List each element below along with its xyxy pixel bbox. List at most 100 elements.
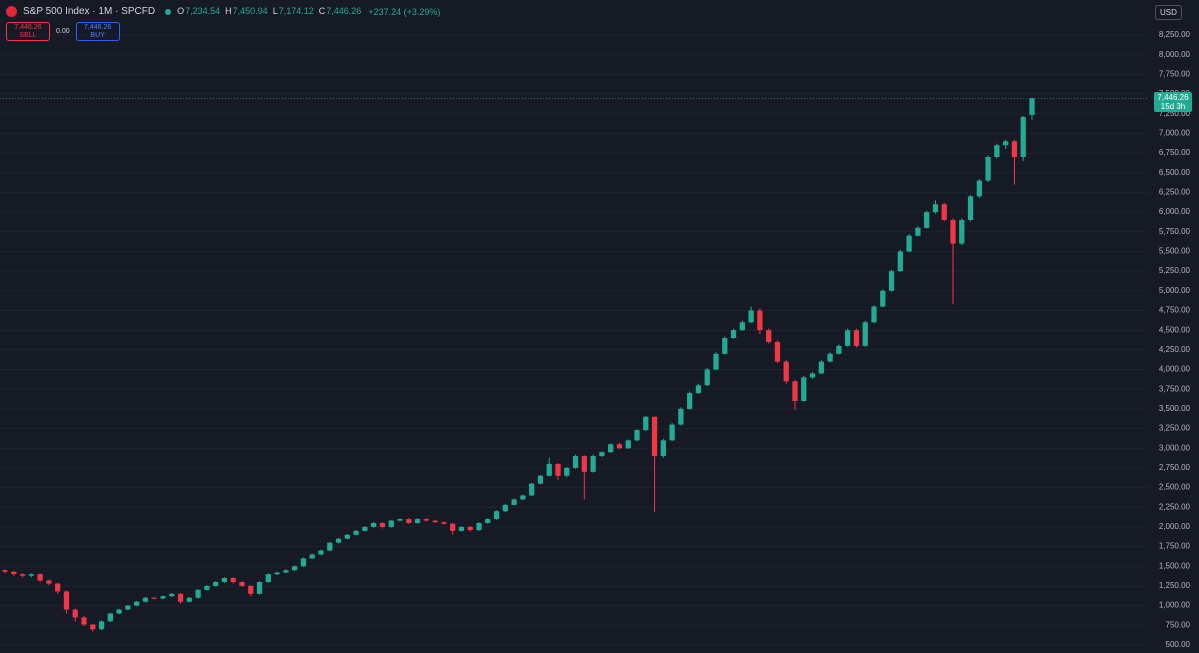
candle-body [397,519,403,521]
change: +237.24 (+3.29%) [368,6,441,17]
candle-body [520,495,526,500]
candle-body [292,566,298,571]
candle-body [801,377,807,401]
y-tick-label: 750.00 [1166,620,1191,629]
candle-body [186,597,192,602]
candle-body [862,322,868,346]
candle-body [608,444,614,453]
currency-select[interactable]: USD [1155,5,1182,20]
candle-body [643,416,649,431]
price-tag-countdown: 15d 3h [1160,102,1186,112]
candle-body [344,534,350,539]
candle-body [11,571,17,575]
candle-body [511,499,517,505]
candle-body [300,558,307,567]
y-tick-label: 2,500.00 [1159,483,1191,492]
candle-body [485,519,491,523]
candle-body [853,330,860,346]
candle-body [362,526,368,531]
candle-body [55,583,61,592]
candle-body [441,522,447,524]
sell-price: 7,446.26 [14,24,42,31]
candle-body [669,424,675,441]
candle-body [458,526,465,531]
candle-body [283,570,289,573]
candle-body [660,440,666,457]
candle-body [959,219,965,244]
ohlc-key: O [177,6,185,16]
candle-body [371,522,377,527]
price-tag-price: 7,446.26 [1157,93,1189,103]
candle-body [774,341,781,362]
y-tick-label: 3,250.00 [1159,424,1191,433]
candle-body [467,526,473,531]
candle-body [555,463,561,476]
candle-body [151,597,157,599]
buy-button[interactable]: 7,446.26 BUY [75,22,120,41]
candle-body [476,522,482,531]
ohlc-value: 7,446.26 [326,6,362,16]
y-tick-label: 2,250.00 [1159,502,1191,511]
candle-body [809,373,816,378]
y-tick-label: 7,000.00 [1159,129,1191,138]
candle-body [941,204,947,220]
status-dot [165,8,172,15]
candle-body [116,609,122,614]
candle-body [581,456,587,472]
candle-body [353,530,359,535]
candle-body [950,219,956,244]
candle-body [134,601,140,606]
candle-body [318,550,324,555]
candle-body [529,483,535,496]
candle-body [897,251,903,272]
candle-body [414,519,421,523]
candle-body [502,504,508,512]
candle-body [1020,116,1026,158]
buy-label: BUY [90,32,105,39]
candle-body [37,574,43,581]
candle-body [924,212,930,228]
y-tick-label: 3,000.00 [1159,443,1191,452]
candle-body [1003,141,1009,146]
y-tick-label: 3,750.00 [1159,384,1191,393]
candle-body [678,408,684,425]
ohlc-key: H [225,6,232,16]
y-tick-label: 6,250.00 [1159,188,1191,197]
candle-body [230,578,236,583]
candle-body [248,585,254,594]
candle-body [687,393,693,409]
symbol-logo [6,6,17,17]
ohlc: O7,234.54 H7,450.94 L7,174.12 C7,446.26 [177,6,361,17]
candle-body [730,330,737,339]
y-tick-label: 4,500.00 [1159,325,1191,334]
y-tick-label: 8,000.00 [1159,50,1191,59]
candle-body [107,613,113,622]
candle-body [590,456,596,472]
ohlc-key: L [272,6,278,16]
y-tick-label: 2,000.00 [1159,522,1191,531]
candle-body [827,353,833,362]
y-tick-label: 4,750.00 [1159,306,1191,315]
candle-body [423,519,429,521]
candle-body [63,591,70,610]
candle-body [195,589,201,598]
ohlc-item: L7,174.12 [273,6,314,17]
sell-button[interactable]: 7,446.26 SELL [6,22,50,41]
candle-body [625,440,631,449]
candle-body [546,463,552,476]
y-tick-label: 8,250.00 [1159,30,1191,39]
candle-body [537,475,544,484]
candle-body [2,570,8,572]
symbol[interactable]: S&P 500 Index · 1M · SPCFD [23,6,156,17]
y-tick-label: 7,250.00 [1159,109,1191,118]
candle-body [871,306,877,323]
candle-body [221,578,228,583]
candle-body [564,467,570,476]
buy-price: 7,446.26 [84,24,112,31]
candle-body [845,330,851,346]
candle-body [766,330,772,342]
candle-body [704,369,710,386]
candle-body [739,322,745,331]
y-tick-label: 4,250.00 [1159,345,1191,354]
